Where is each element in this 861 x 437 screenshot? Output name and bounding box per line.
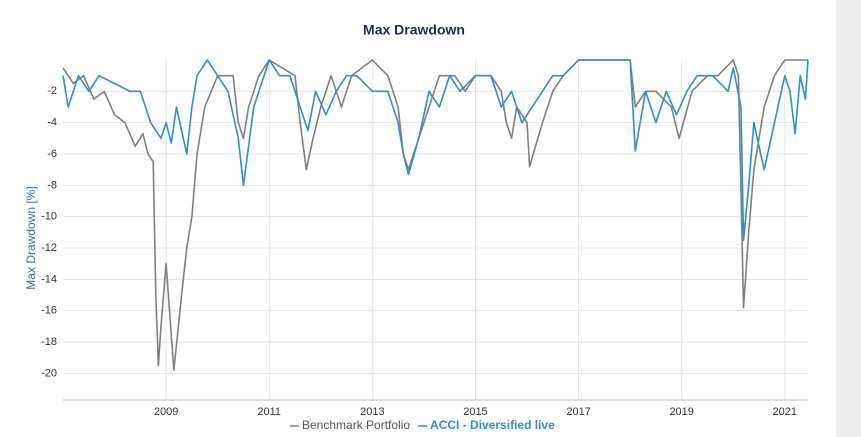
y-tick-label: -14 <box>41 273 57 285</box>
y-tick-label: -10 <box>41 211 57 223</box>
series-line <box>62 59 809 241</box>
chart-title: Max Drawdown <box>363 22 465 38</box>
legend-label: ACCI - Diversified live <box>430 418 555 432</box>
y-tick-label: -16 <box>41 305 57 317</box>
y-tick-label: -4 <box>47 117 57 129</box>
series-line <box>62 59 808 372</box>
y-axis-label: Max Drawdown [%] <box>24 186 38 289</box>
y-tick-label: -8 <box>47 179 57 191</box>
side-panel <box>836 0 861 437</box>
x-tick-label: 2017 <box>566 406 590 418</box>
y-tick-label: -6 <box>47 148 57 160</box>
x-tick-label: 2015 <box>463 406 487 418</box>
legend-label: Benchmark Portfolio <box>302 418 410 432</box>
y-tick-label: -2 <box>47 85 57 97</box>
x-tick-label: 2013 <box>360 406 384 418</box>
x-tick-label: 2021 <box>773 406 797 418</box>
x-tick-label: 2019 <box>669 406 693 418</box>
y-tick-label: -12 <box>41 242 57 254</box>
y-tick-label: -18 <box>41 336 57 348</box>
x-tick-label: 2009 <box>154 406 178 418</box>
x-tick-label: 2011 <box>257 406 281 418</box>
y-tick-label: -20 <box>41 367 57 379</box>
